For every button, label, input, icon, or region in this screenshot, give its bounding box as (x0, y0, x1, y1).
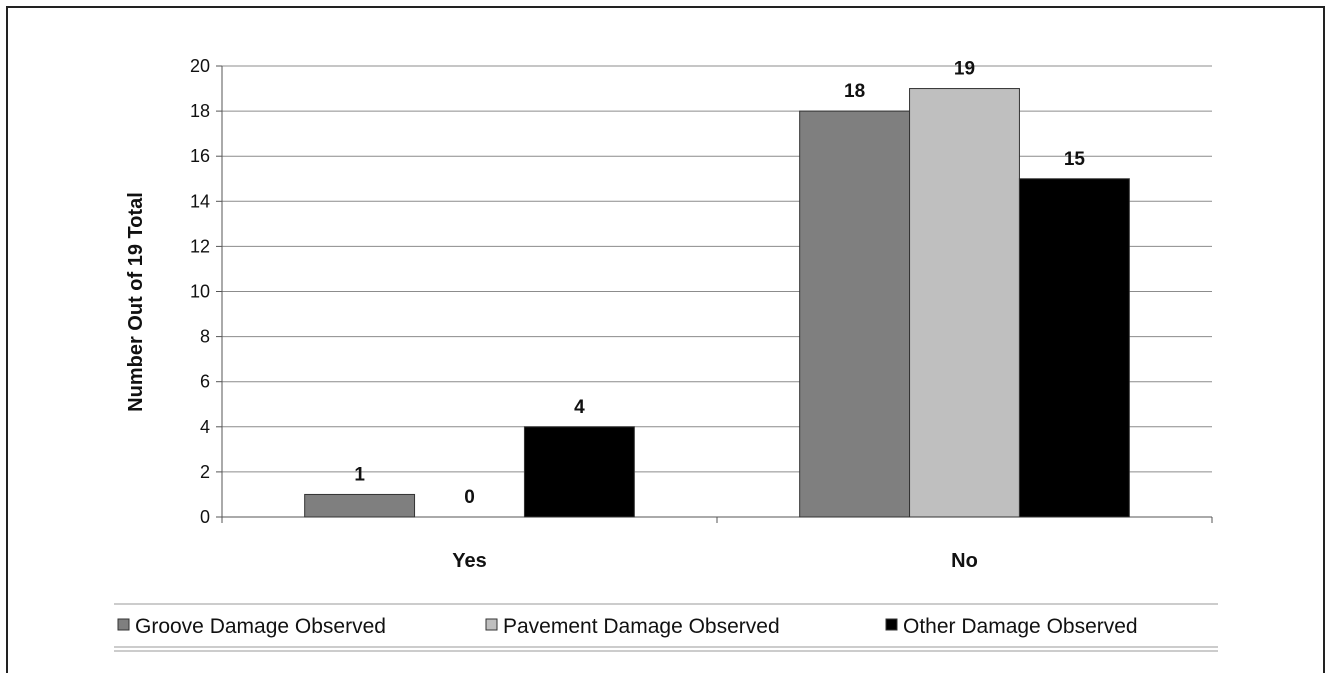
legend-label: Pavement Damage Observed (503, 615, 780, 638)
bar (909, 88, 1020, 518)
y-tick-label: 18 (190, 101, 210, 121)
data-label: 4 (574, 397, 585, 418)
y-tick-label: 14 (190, 191, 210, 211)
y-tick-label: 8 (200, 327, 210, 347)
chart-frame (6, 6, 1325, 673)
legend-label: Groove Damage Observed (135, 615, 386, 638)
y-tick-label: 10 (190, 282, 210, 302)
legend-label: Other Damage Observed (903, 615, 1138, 638)
bar (304, 493, 416, 518)
y-axis-title: Number Out of 19 Total (125, 192, 147, 412)
y-tick-label: 6 (200, 372, 210, 392)
legend: Groove Damage Observed Pavement Damage Ob… (114, 603, 1218, 652)
x-category-label: No (951, 550, 978, 572)
y-tick-label: 16 (190, 146, 210, 166)
bar (1018, 178, 1130, 518)
legend-swatch (485, 618, 498, 631)
data-label: 18 (844, 81, 865, 102)
x-category-label: Yes (452, 550, 486, 572)
y-tick-label: 4 (200, 417, 210, 437)
bars (304, 88, 1130, 518)
legend-swatch (885, 618, 898, 631)
data-label: 15 (1064, 149, 1086, 170)
data-label: 0 (464, 487, 475, 508)
gridlines (222, 65, 1212, 473)
data-label: 1 (354, 464, 365, 485)
y-tick-label: 0 (200, 507, 210, 527)
data-label: 19 (954, 59, 975, 80)
data-labels: 1 0 4 18 19 15 (354, 59, 1085, 508)
bar (523, 426, 635, 518)
bar (799, 110, 911, 518)
legend-swatch (117, 618, 130, 631)
y-tick-label: 20 (190, 56, 210, 76)
y-tick-label: 12 (190, 236, 210, 256)
y-tick-label: 2 (200, 462, 210, 482)
